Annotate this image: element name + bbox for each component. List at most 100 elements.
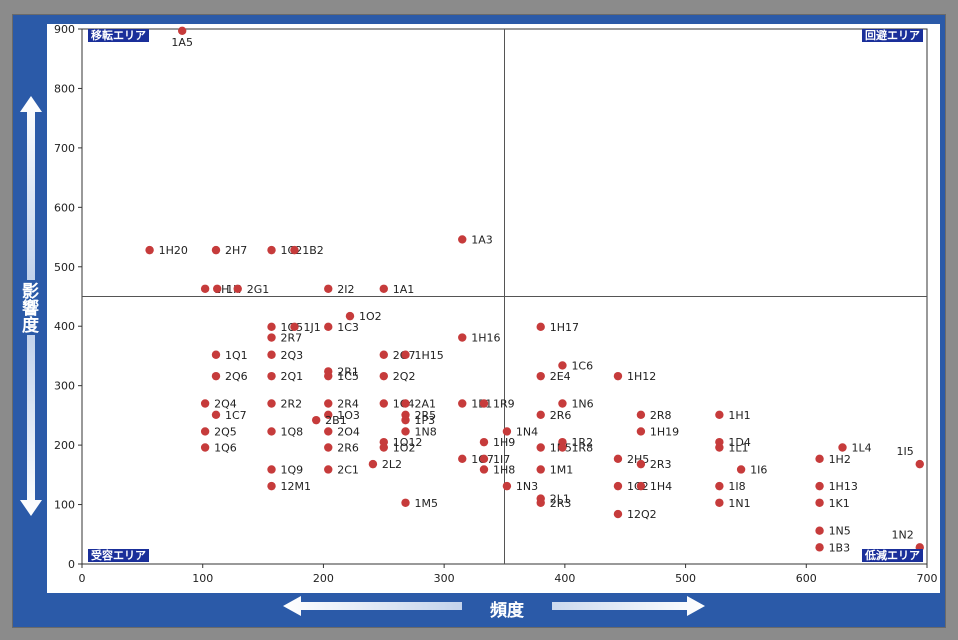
data-point-label: 1Q8: [281, 425, 304, 438]
y-tick-label: 300: [54, 380, 75, 393]
data-point-label: 2R6: [550, 409, 572, 422]
data-point: [324, 399, 333, 408]
data-point-label: 1A1: [393, 283, 415, 296]
data-point: [267, 245, 276, 255]
data-point-label: 1H1: [728, 409, 750, 422]
data-point-label: 1N5: [829, 525, 851, 538]
data-point: [290, 245, 299, 255]
data-point-label: 2L1: [550, 493, 570, 506]
data-point: [558, 399, 567, 408]
y-tick-label: 700: [54, 142, 75, 155]
data-point: [368, 459, 378, 469]
x-tick-label: 0: [79, 572, 86, 585]
y-tick-label: 200: [54, 439, 75, 452]
data-point-label: 1H8: [493, 463, 515, 476]
data-point: [290, 322, 299, 332]
data-point: [536, 498, 545, 507]
data-point: [401, 427, 410, 436]
data-point: [324, 322, 333, 332]
data-point-label: 1O3: [337, 409, 360, 422]
data-point-label: 1C5: [337, 370, 359, 383]
data-point: [479, 437, 489, 447]
data-point-label: 1D4: [728, 436, 750, 449]
data-point: [401, 350, 410, 359]
data-point: [267, 427, 276, 436]
data-point: [502, 481, 512, 491]
data-point: [345, 311, 355, 321]
data-point: [613, 371, 623, 381]
data-point-label: 1O2: [393, 441, 416, 454]
data-point: [267, 481, 276, 491]
data-point-label: 1H19: [650, 425, 679, 438]
data-point-label: 1J1: [303, 321, 320, 334]
data-point: [815, 526, 824, 535]
data-point-label: 1R2: [571, 436, 593, 449]
x-tick-label: 100: [192, 572, 213, 585]
data-point: [233, 284, 242, 293]
data-point: [715, 481, 724, 491]
data-point: [815, 481, 824, 491]
data-point-label: 1B3: [829, 541, 851, 554]
data-point: [267, 322, 276, 332]
data-point-label: 1K1: [829, 497, 850, 510]
data-point-label: 2H7: [225, 244, 247, 257]
data-point: [324, 284, 333, 293]
data-point: [636, 459, 646, 469]
data-point-label: 2R8: [650, 409, 672, 422]
data-point-label: 1Q6: [214, 441, 237, 454]
data-point-label: 1L1: [728, 441, 748, 454]
data-point-label: 2E4: [550, 370, 571, 383]
data-point-label: 2B1: [325, 414, 347, 427]
y-axis-label-text: 影響度: [18, 282, 38, 333]
data-point: [324, 410, 333, 419]
data-point: [379, 371, 388, 381]
data-point-label: 2Q4: [214, 398, 237, 411]
data-point: [267, 333, 276, 342]
data-point-label: 2Q3: [281, 349, 304, 362]
data-point-label: 2R1: [337, 365, 359, 378]
data-point: [401, 498, 410, 507]
x-tick-label: 600: [796, 572, 817, 585]
x-tick-label: 300: [434, 572, 455, 585]
data-point-label: 1H9: [493, 436, 515, 449]
plot-area: [47, 24, 940, 593]
data-point-label: 1Q1: [225, 349, 248, 362]
data-point-label: 1O12: [393, 436, 423, 449]
data-point-label: 2G1: [247, 283, 270, 296]
data-point: [715, 410, 724, 419]
data-point: [267, 350, 276, 359]
data-point: [379, 350, 388, 359]
data-point: [211, 410, 221, 419]
data-point-label: 1A3: [471, 233, 493, 246]
data-point-label: 2R2: [281, 398, 303, 411]
data-point: [536, 371, 545, 381]
data-point: [479, 465, 489, 474]
data-point-label: 1C6: [571, 359, 593, 372]
data-point: [311, 415, 321, 425]
data-point: [479, 454, 489, 463]
data-point-label: 1Q9: [281, 463, 304, 476]
data-point-label: 2A1: [415, 398, 437, 411]
y-tick-label: 0: [68, 558, 75, 571]
y-tick-label: 400: [54, 320, 75, 333]
data-point: [379, 284, 388, 293]
data-point: [636, 481, 646, 491]
data-point-label: 1H4: [650, 480, 672, 493]
data-point-label: 1N1: [728, 497, 750, 510]
data-point: [324, 465, 333, 474]
data-point-label: 1C7: [225, 409, 247, 422]
data-point: [458, 235, 467, 244]
x-axis-label-text: 頻度: [490, 601, 524, 621]
data-point-label: 1M1: [550, 463, 574, 476]
area-label-bottom-right: 低減エリア: [862, 549, 923, 562]
data-point-label: 1P3: [415, 414, 436, 427]
data-point: [815, 543, 824, 552]
data-point-label: 1H2: [829, 453, 851, 466]
data-point-label: 1N8: [415, 425, 437, 438]
data-point: [324, 443, 333, 452]
data-point: [200, 399, 210, 408]
data-point-label: 12Q2: [627, 508, 657, 521]
data-point: [815, 498, 824, 507]
data-point: [558, 361, 567, 370]
